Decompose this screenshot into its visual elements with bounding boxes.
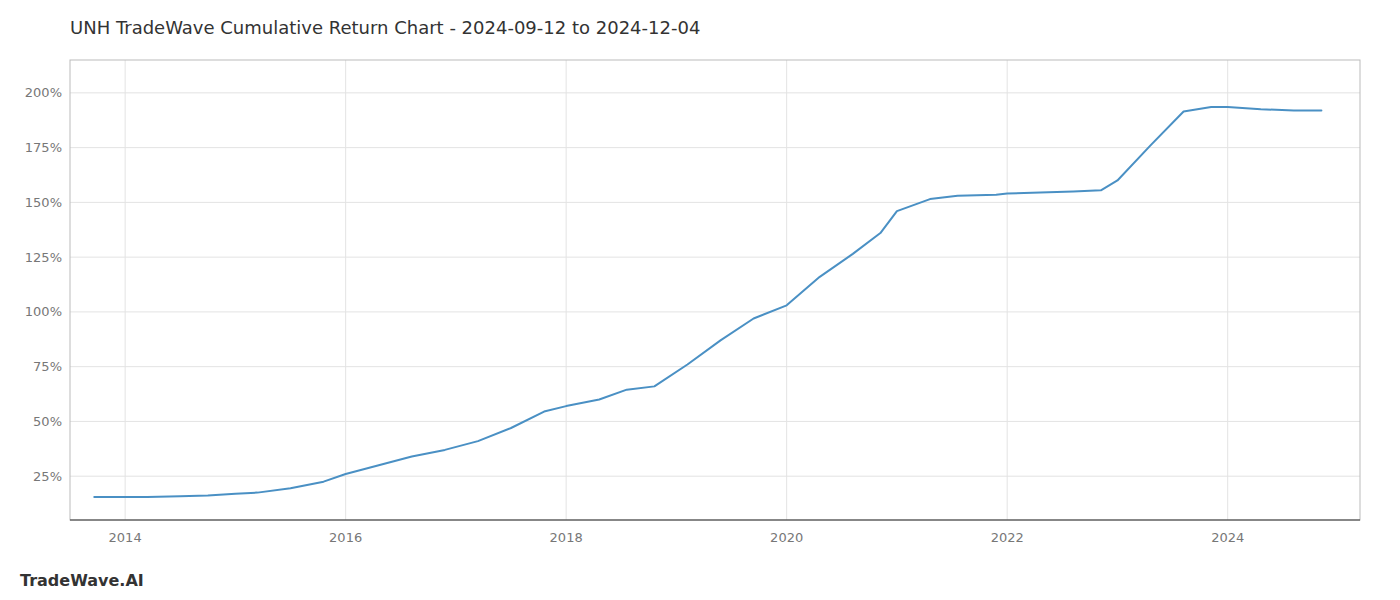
- x-grid-line: [345, 60, 346, 520]
- grid: [70, 60, 1360, 520]
- y-grid-line: [70, 311, 1360, 312]
- y-tick-label: 200%: [25, 85, 62, 100]
- x-grid-line: [786, 60, 787, 520]
- y-grid-line: [70, 202, 1360, 203]
- y-grid-line: [70, 421, 1360, 422]
- y-grid-line: [70, 147, 1360, 148]
- x-tick-label: 2020: [770, 530, 803, 545]
- title: UNH TradeWave Cumulative Return Chart - …: [70, 17, 700, 38]
- y-grid-line: [70, 366, 1360, 367]
- x-grid-line: [125, 60, 126, 520]
- x-tick-label: 2018: [550, 530, 583, 545]
- y-grid-line: [70, 476, 1360, 477]
- y-tick-label: 75%: [33, 359, 62, 374]
- y-tick-label: 25%: [33, 469, 62, 484]
- chart: UNH TradeWave Cumulative Return Chart - …: [0, 0, 1400, 600]
- x-tick-label: 2024: [1211, 530, 1244, 545]
- x-axis-line: [70, 519, 1360, 520]
- watermark: TradeWave.AI: [20, 571, 144, 590]
- x-tick-label: 2016: [329, 530, 362, 545]
- x-tick-label: 2022: [991, 530, 1024, 545]
- y-grid-line: [70, 257, 1360, 258]
- plot-frame: [70, 60, 1360, 520]
- y-tick-label: 50%: [33, 414, 62, 429]
- axes: 2014 2016 2018 2020 2022 2024 25% 50% 75% 100% 125…: [25, 85, 1244, 545]
- x-grid-line: [1007, 60, 1008, 520]
- y-tick-label: 150%: [25, 195, 62, 210]
- x-tick-label: 2014: [109, 530, 142, 545]
- y-tick-label: 125%: [25, 250, 62, 265]
- x-grid-line: [566, 60, 567, 520]
- y-tick-label: 175%: [25, 140, 62, 155]
- y-grid-line: [70, 92, 1360, 93]
- x-grid-line: [1227, 60, 1228, 520]
- line: [94, 107, 1321, 497]
- y-tick-label: 100%: [25, 304, 62, 319]
- plot-area: [94, 107, 1321, 497]
